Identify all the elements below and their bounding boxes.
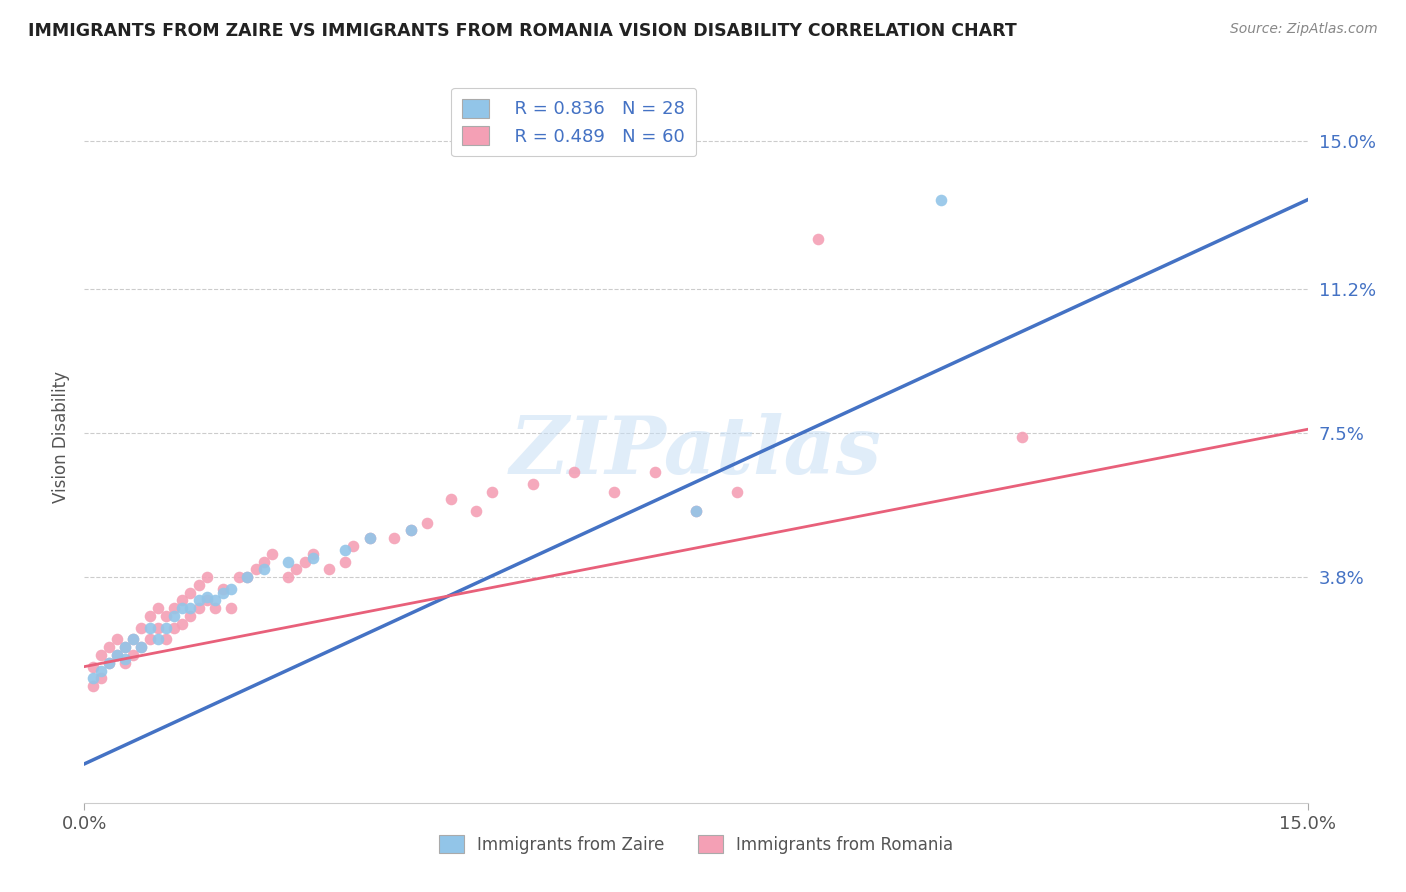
Point [204,601,226,615]
Point [146,601,169,615]
Point [603,484,626,499]
Point [359,531,381,545]
Point [318,562,340,576]
Text: ZIPatlas: ZIPatlas [510,413,882,491]
Point [179,585,201,599]
Point [399,524,422,538]
Point [187,578,209,592]
Point [114,640,136,655]
Point [1011,430,1033,444]
Point [481,484,503,499]
Point [146,632,169,647]
Point [301,550,323,565]
Point [382,531,405,545]
Point [929,193,952,207]
Legend: Immigrants from Zaire, Immigrants from Romania: Immigrants from Zaire, Immigrants from R… [432,829,960,860]
Point [82,679,104,693]
Point [172,593,194,607]
Point [179,601,201,615]
Point [522,476,544,491]
Point [685,504,707,518]
Point [277,555,299,569]
Point [163,621,186,635]
Point [146,621,169,635]
Point [236,570,259,584]
Point [335,555,357,569]
Point [138,632,160,647]
Point [97,656,120,670]
Point [122,648,145,662]
Point [138,621,160,635]
Text: Source: ZipAtlas.com: Source: ZipAtlas.com [1230,22,1378,37]
Point [219,582,242,596]
Point [212,582,235,596]
Point [122,632,145,647]
Point [219,601,242,615]
Point [122,632,145,647]
Point [179,609,201,624]
Point [359,531,381,545]
Point [131,640,153,655]
Point [195,570,218,584]
Point [253,555,276,569]
Point [187,601,209,615]
Point [245,562,267,576]
Y-axis label: Vision Disability: Vision Disability [52,371,70,503]
Point [172,601,194,615]
Point [562,465,585,479]
Point [294,555,316,569]
Point [204,593,226,607]
Point [440,492,463,507]
Point [807,232,830,246]
Point [335,542,357,557]
Point [228,570,250,584]
Point [97,640,120,655]
Point [236,570,259,584]
Point [163,609,186,624]
Point [172,616,194,631]
Point [260,547,283,561]
Point [253,562,276,576]
Text: IMMIGRANTS FROM ZAIRE VS IMMIGRANTS FROM ROMANIA VISION DISABILITY CORRELATION C: IMMIGRANTS FROM ZAIRE VS IMMIGRANTS FROM… [28,22,1017,40]
Point [644,465,666,479]
Point [301,547,323,561]
Point [464,504,486,518]
Point [277,570,299,584]
Point [114,640,136,655]
Point [114,656,136,670]
Point [195,593,218,607]
Point [90,671,112,685]
Point [285,562,308,576]
Point [155,632,177,647]
Point [82,671,104,685]
Point [399,524,422,538]
Point [187,593,209,607]
Point [212,585,235,599]
Point [97,656,120,670]
Point [82,659,104,673]
Point [138,609,160,624]
Point [195,590,218,604]
Point [105,632,128,647]
Point [105,648,128,662]
Point [90,648,112,662]
Point [90,664,112,678]
Point [155,621,177,635]
Point [131,621,153,635]
Point [114,652,136,666]
Point [685,504,707,518]
Point [155,609,177,624]
Point [342,539,364,553]
Point [163,601,186,615]
Point [416,516,439,530]
Point [725,484,748,499]
Point [105,648,128,662]
Point [131,640,153,655]
